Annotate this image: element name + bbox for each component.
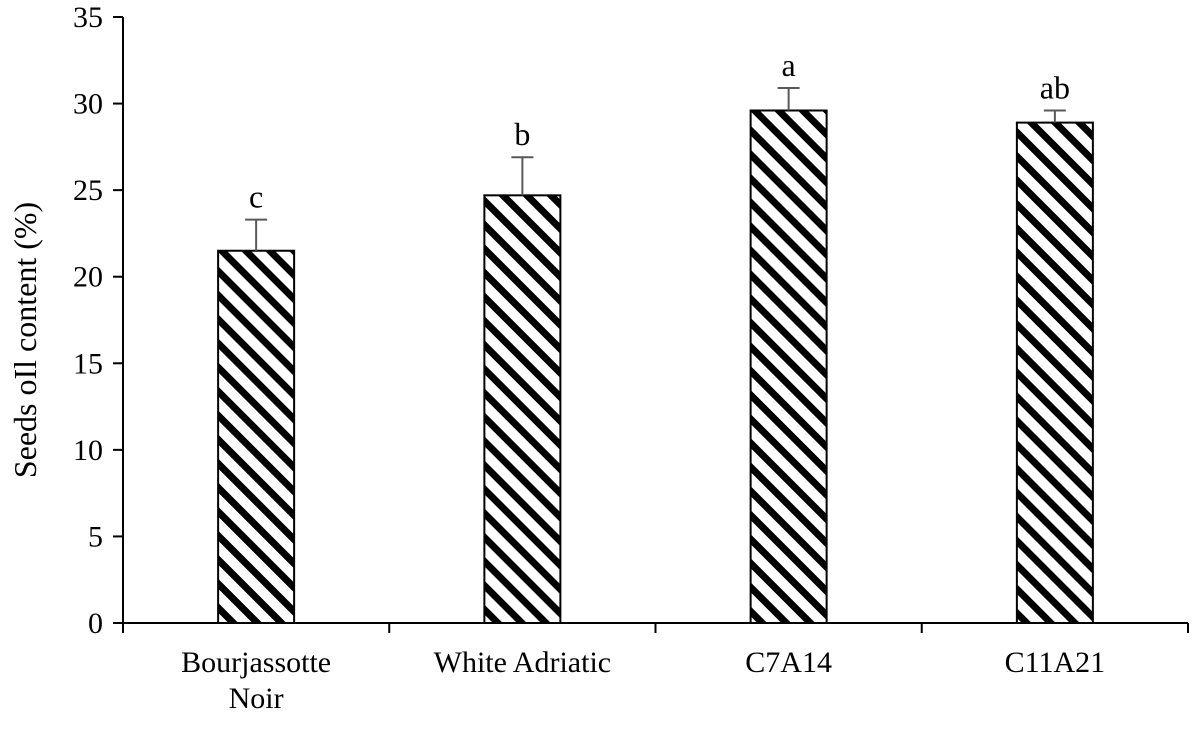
labels: c Bourjassotte Noir b White Adriatic a C7A14 ab… [181, 47, 1105, 715]
category-label-line: C7A14 [745, 646, 832, 679]
axes: 0 5 10 15 20 25 30 35 [73, 1, 1189, 640]
y-tick-label: 15 [73, 347, 103, 380]
significance-label: a [782, 47, 796, 83]
significance-label: ab [1040, 69, 1070, 105]
category-label-line: C11A21 [1005, 646, 1106, 679]
category-label: C7A14 [745, 646, 832, 679]
y-axis-label: Seeds oIl content (%) [7, 202, 43, 478]
bar [483, 194, 562, 625]
y-tick-label: 25 [73, 174, 103, 207]
category-label-line: Bourjassotte [181, 646, 331, 679]
bar [1015, 121, 1094, 624]
category-label: White Adriatic [434, 646, 611, 679]
bar [217, 249, 296, 624]
significance-label: c [249, 179, 263, 215]
y-tick-label: 35 [73, 1, 103, 34]
y-tick-label: 20 [73, 261, 103, 294]
y-tick-label: 0 [88, 607, 103, 640]
category-label-line: Noir [229, 682, 284, 715]
significance-label: b [514, 116, 530, 152]
category-label: C11A21 [1005, 646, 1106, 679]
y-tick-label: 30 [73, 88, 103, 121]
bar [749, 109, 828, 625]
bars [217, 86, 1094, 625]
category-label-line: White Adriatic [434, 646, 611, 679]
y-tick-label: 5 [88, 520, 103, 553]
y-tick-label: 10 [73, 434, 103, 467]
category-label: Bourjassotte Noir [181, 646, 331, 715]
